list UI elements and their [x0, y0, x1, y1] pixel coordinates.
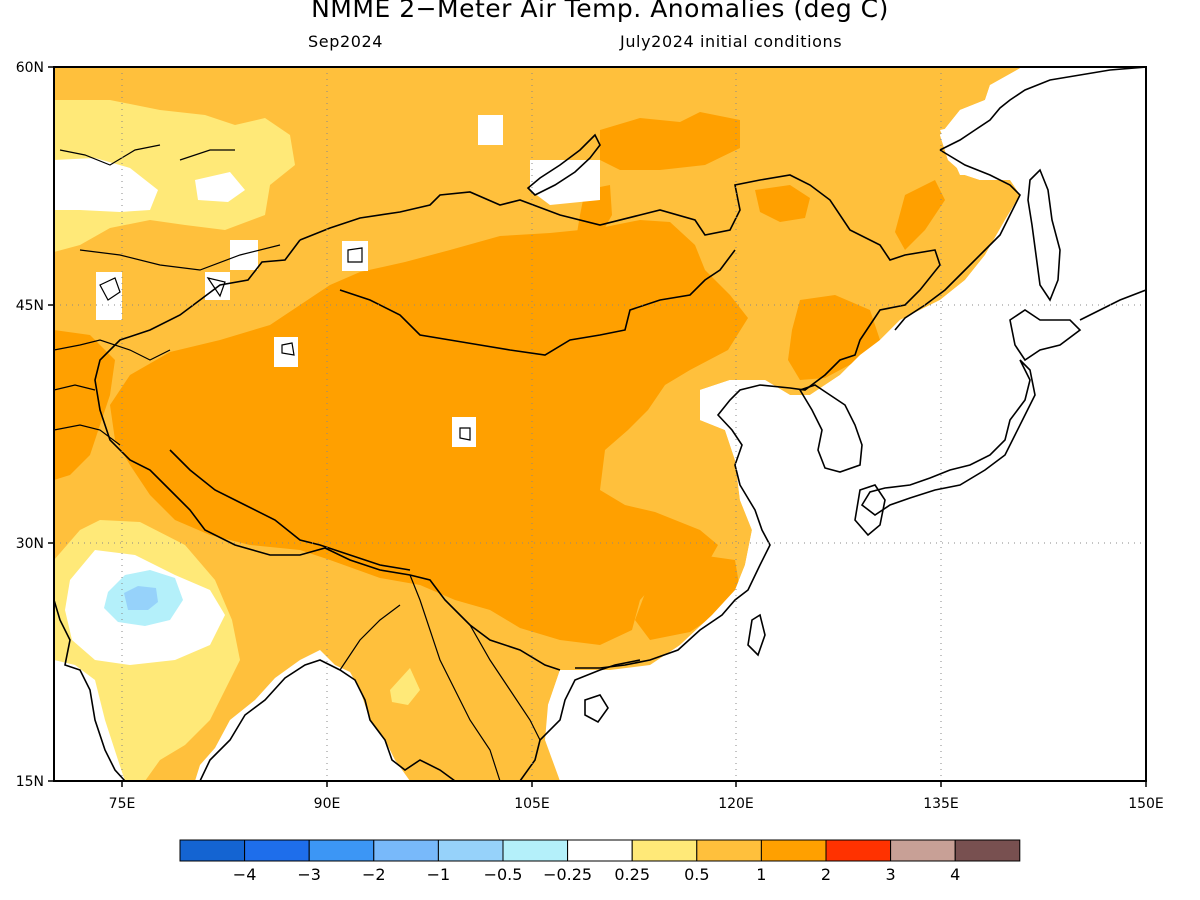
legend-label-1: −3 [297, 865, 321, 884]
anomaly-region-light-blue [124, 586, 158, 610]
central-asia-borders [54, 144, 281, 446]
korea-peninsula [798, 384, 863, 473]
himalaya-border [169, 449, 411, 571]
map-frame [53, 66, 1147, 782]
legend-swatch-7 [631, 839, 698, 862]
legend-label-11: 4 [950, 865, 960, 884]
indochina-coast [519, 659, 641, 781]
legend-label-3: −1 [427, 865, 451, 884]
lon-tick-105e: 105E [514, 796, 550, 812]
anomaly-region-orange-north1 [600, 112, 740, 170]
mongolia-china-border [339, 249, 736, 356]
legend-label-9: 2 [821, 865, 831, 884]
india-coast-west [54, 599, 126, 781]
longitude-axis: 75E 90E 105E 120E 135E 150E [109, 796, 1164, 812]
forecast-month: Sep2024 [308, 32, 384, 51]
map-grid [54, 67, 1146, 781]
anomaly-region-neutral-kazakh [54, 158, 245, 212]
china-west-border [94, 239, 561, 671]
legend-swatch-2 [308, 839, 375, 862]
anomaly-region-orange-manchuria [895, 180, 945, 250]
lat-tick-45n: 45N [16, 298, 44, 314]
legend-label-8: 1 [756, 865, 766, 884]
lat-tick-60n: 60N [16, 60, 44, 76]
legend-swatch-6 [567, 839, 633, 862]
ocean-mask-bay-of-bengal [195, 650, 410, 781]
legend-label-10: 3 [886, 865, 896, 884]
anomaly-region-light-yellow-northwest [54, 100, 295, 252]
lon-tick-120e: 120E [718, 796, 754, 812]
ocean-mask-lakes [96, 115, 1000, 447]
lon-tick-135e: 135E [923, 796, 959, 812]
lat-tick-15n: 15N [16, 774, 44, 790]
legend-swatch-3 [373, 839, 439, 862]
lat-tick-30n: 30N [16, 536, 44, 552]
legend-label-0: −4 [233, 865, 257, 884]
hainan-island [584, 694, 609, 724]
caspian-region-lakes [99, 247, 471, 441]
legend-swatch-1 [244, 839, 310, 862]
lon-tick-90e: 90E [314, 796, 341, 812]
lake-baikal [526, 133, 601, 196]
legend-swatch-10 [825, 839, 892, 862]
legend-swatch-0 [179, 839, 246, 862]
taiwan-island [747, 613, 766, 657]
initial-conditions-label: July2024 initial conditions [620, 32, 843, 51]
legend-label-2: −2 [362, 865, 386, 884]
ocean-mask-west-india [54, 660, 125, 781]
ocean-mask [548, 67, 1146, 781]
lat-tick-marks [48, 66, 54, 782]
legend-label-7: 0.5 [684, 865, 709, 884]
legend-swatch-8 [696, 839, 762, 862]
legend-label-4: −0.5 [484, 865, 523, 884]
anomaly-region-light-yellow-myanmar [390, 668, 420, 705]
anomaly-region-orange-core [110, 220, 748, 645]
legend-label-6: 0.25 [614, 865, 650, 884]
sakhalin-island [1027, 168, 1061, 302]
japan-hokkaido [1009, 309, 1082, 362]
lon-tick-150e: 150E [1128, 796, 1164, 812]
anomaly-region-orange-west [54, 330, 115, 480]
color-legend: −4 −3 −2 −1 −0.5 −0.25 0.25 0.5 1 2 3 4 [179, 839, 1021, 884]
mongolia-border [299, 174, 941, 669]
map-title: NMME 2−Meter Air Temp. Anomalies (deg C) [311, 0, 889, 23]
anomaly-fields [54, 67, 1146, 781]
latitude-axis: 60N 45N 30N 15N [16, 60, 44, 790]
anomaly-region-orange-east [635, 555, 740, 640]
legend-swatch-5 [502, 839, 569, 862]
japan-honshu [860, 359, 1036, 516]
coastlines-and-borders [54, 67, 1146, 781]
lon-tick-75e: 75E [109, 796, 136, 812]
anomaly-region-orange-north2 [755, 185, 810, 222]
legend-label-5: −0.25 [543, 865, 592, 884]
legend-swatch-9 [760, 839, 827, 862]
lon-tick-marks [121, 781, 1147, 787]
india-coast-east [199, 659, 456, 781]
southeast-asia-borders [339, 574, 541, 781]
japan-kyushu [854, 484, 886, 537]
legend-swatch-4 [437, 839, 504, 862]
legend-swatch-12 [954, 839, 1021, 862]
legend-swatch-11 [890, 839, 956, 862]
